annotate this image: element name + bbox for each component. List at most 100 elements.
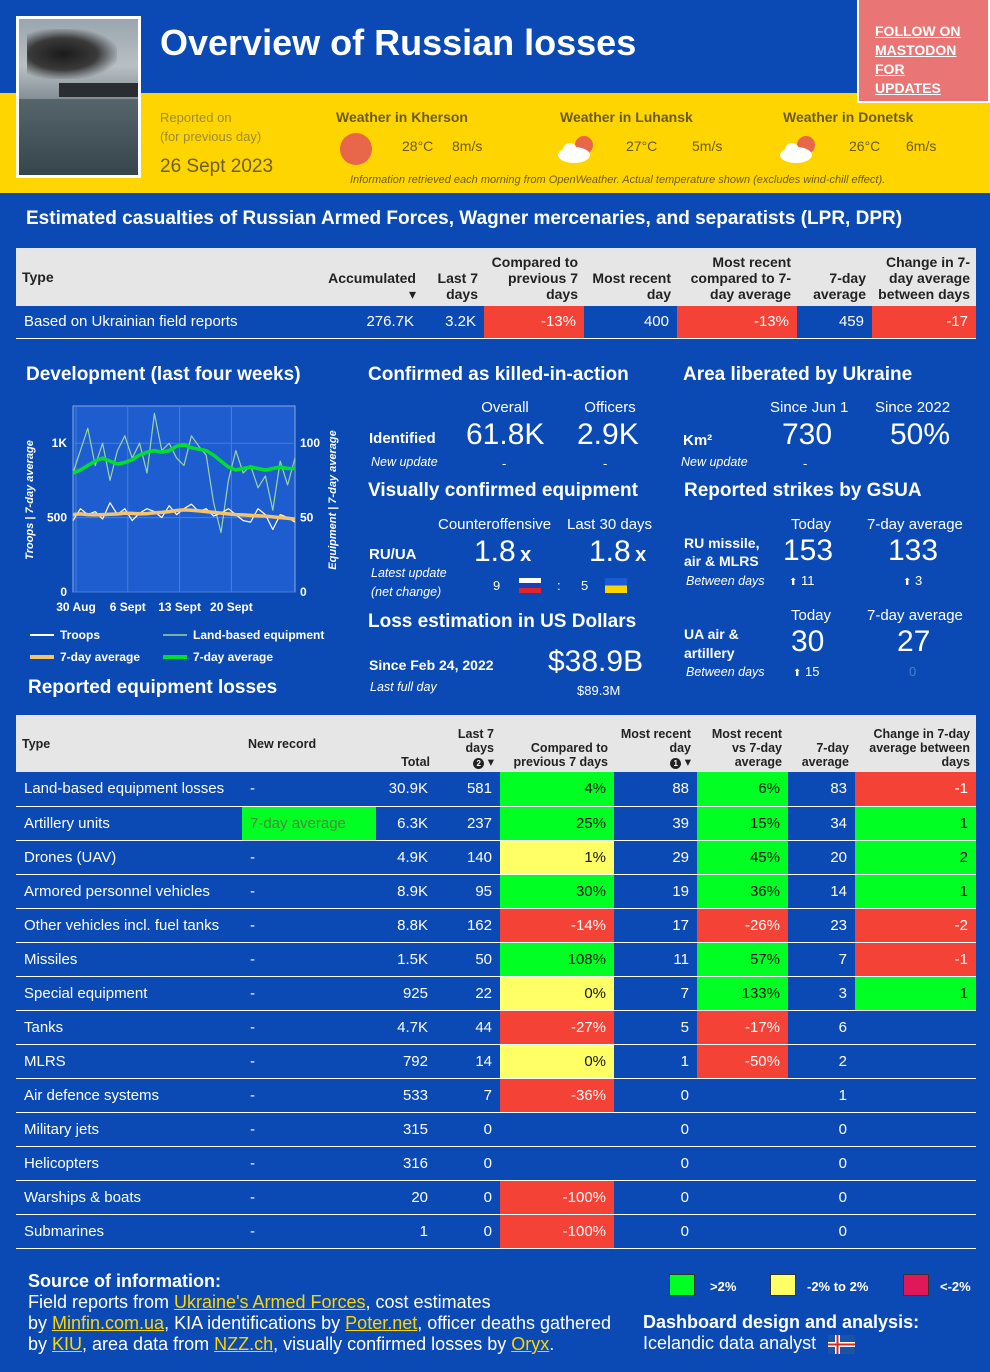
follow-line-2[interactable]: MASTODON — [875, 42, 957, 58]
col-change-avg[interactable]: Change in 7-day average between days — [872, 248, 976, 306]
y-right-tick-label: 0 — [300, 585, 307, 599]
legend-swatch-pink — [903, 1274, 929, 1296]
cell-last7: 95 — [436, 874, 500, 909]
col-recent[interactable]: Most recent day — [584, 248, 677, 306]
col-accumulated[interactable]: Accumulated ▾ — [298, 248, 422, 306]
weather-note: Information retrieved each morning from … — [350, 174, 886, 186]
cell-recent-vs-avg — [697, 1112, 788, 1147]
source-link-oryx[interactable]: Oryx — [511, 1334, 550, 1354]
cost-heading: Loss estimation in US Dollars — [368, 611, 637, 632]
col-recent-vs-avg[interactable]: Most recent vs 7-day average — [697, 715, 788, 772]
source-link-minfin[interactable]: Minfin.com.ua — [52, 1313, 165, 1333]
cell-recent: 19 — [614, 874, 697, 909]
cell-change-avg: 2 — [855, 840, 976, 875]
visual-label: RU/UA — [369, 546, 417, 563]
col-7day-avg[interactable]: 7-day average — [797, 248, 872, 306]
cell: -13% — [677, 306, 797, 339]
weather-band — [0, 93, 990, 193]
y-left-tick-label: 500 — [47, 511, 67, 525]
col-recent[interactable]: Most recent day 1 ▾ — [614, 715, 697, 772]
kia-officers: 2.9K — [577, 418, 639, 451]
col-recent-vs-avg[interactable]: Most recent compared to 7-day average — [677, 248, 797, 306]
visual-30day-ratio: 1.8 — [589, 535, 631, 568]
cell-change-avg: 1 — [855, 806, 976, 841]
table-row: MLRS -792 14 0% 1 -50% 2 — [16, 1044, 976, 1079]
col-last7[interactable]: Last 7 days 2 ▾ — [436, 715, 500, 772]
col-7day-avg[interactable]: 7-day average — [788, 715, 855, 772]
cell-new-record: - — [242, 976, 376, 1011]
x-tick-label: 30 Aug — [56, 600, 96, 614]
cell-type: Military jets — [16, 1112, 242, 1147]
source-text: , cost estimates — [365, 1292, 491, 1312]
cell-total: 30.9K — [376, 772, 436, 807]
cell-recent-vs-avg: 6% — [697, 772, 788, 807]
cost-last-day: $89.3M — [577, 683, 621, 698]
cell-compared: -27% — [500, 1010, 614, 1045]
col-compared[interactable]: Compared to previous 7 days — [484, 248, 584, 306]
plot-area — [72, 405, 296, 593]
source-block: Source of information: Field reports fro… — [28, 1271, 628, 1355]
cell-recent-vs-avg: 36% — [697, 874, 788, 909]
cell-change-avg — [855, 1010, 976, 1045]
visual-ua-change: 5 — [581, 578, 589, 593]
x-tick-label: 6 Sept — [110, 600, 146, 614]
strikes-ua-delta-today: 15 — [805, 664, 820, 679]
table-row: Based on Ukrainian field reports 276.7K … — [16, 306, 976, 339]
cell-compared: -14% — [500, 908, 614, 943]
col-type[interactable]: Type — [16, 248, 298, 306]
source-link-poter[interactable]: Poter.net — [345, 1313, 418, 1333]
cell-recent: 0 — [614, 1180, 697, 1215]
table-row: Submarines -1 0 -100% 0 0 — [16, 1214, 976, 1249]
visual-col-30days: Last 30 days — [567, 516, 653, 533]
mastodon-follow-link[interactable]: FOLLOW ON MASTODON FOR UPDATES — [857, 0, 990, 103]
cell-7day-avg: 2 — [788, 1044, 855, 1079]
source-link-armed-forces[interactable]: Ukraine's Armed Forces — [174, 1292, 366, 1312]
cell-7day-avg: 0 — [788, 1112, 855, 1147]
strikes-ru-delta-avg: 3 — [915, 573, 923, 588]
cell-recent-vs-avg — [697, 1146, 788, 1181]
cell-last7: 7 — [436, 1078, 500, 1113]
col-compared[interactable]: Compared to previous 7 days — [500, 715, 614, 772]
col-new-record[interactable]: New record — [242, 715, 376, 772]
strikes-ua-avg: 27 — [897, 625, 931, 658]
source-link-kiu[interactable]: KIU — [52, 1334, 83, 1354]
col-last7[interactable]: Last 7 days — [422, 248, 484, 306]
cell-recent: 0 — [614, 1146, 697, 1181]
table-row: Artillery units 7-day average 6.3K 237 25% 39… — [16, 806, 976, 841]
col-change-avg[interactable]: Change in 7-day average between days — [855, 715, 976, 772]
strikes-ua-delta-avg: 0 — [909, 664, 917, 679]
cell-compared: 0% — [500, 1044, 614, 1079]
strikes-ua-label1: UA air & — [684, 626, 739, 642]
col-type[interactable]: Type — [16, 715, 242, 772]
cell-new-record: - — [242, 1010, 376, 1045]
cost-sub: Last full day — [370, 680, 437, 694]
source-link-nzz[interactable]: NZZ.ch — [214, 1334, 274, 1354]
kia-heading: Confirmed as killed-in-action — [368, 364, 629, 385]
strikes-col-avg-2: 7-day average — [867, 607, 963, 624]
reported-on-label: Reported on — [160, 110, 232, 125]
follow-line-3[interactable]: FOR UPDATES — [875, 61, 941, 96]
casualties-table: Type Accumulated ▾ Last 7 days Compared t… — [16, 248, 976, 339]
table-row: Land-based equipment losses -30.9K 581 4% 88… — [16, 772, 976, 807]
weather-luhansk-title: Weather in Luhansk — [560, 109, 693, 125]
partly-cloudy-icon — [780, 136, 815, 163]
cell-recent-vs-avg: -26% — [697, 908, 788, 943]
table-row: Armored personnel vehicles -8.9K 95 30% 19 36… — [16, 874, 976, 909]
cell-recent-vs-avg — [697, 1180, 788, 1215]
cell-new-record: - — [242, 1078, 376, 1113]
follow-line-1[interactable]: FOLLOW ON — [875, 23, 961, 39]
cell-last7: 50 — [436, 942, 500, 977]
kia-col-overall: Overall — [481, 399, 529, 416]
area-since-2022: 50% — [890, 418, 951, 451]
iceland-flag-icon — [828, 1335, 855, 1354]
up-arrow-icon: ⬆ — [793, 668, 802, 679]
cell-new-record: 7-day average — [242, 806, 376, 841]
legend-swatch-yellow — [770, 1274, 796, 1296]
col-total[interactable]: Total — [376, 715, 436, 772]
cell-compared: -100% — [500, 1214, 614, 1249]
table-row: Military jets -315 0 0 0 — [16, 1112, 976, 1147]
cell-recent-vs-avg: 15% — [697, 806, 788, 841]
strikes-ru-label2: air & MLRS — [684, 553, 759, 569]
cell-7day-avg: 14 — [788, 874, 855, 909]
y-left-axis-label: Troops | 7-day average — [24, 440, 36, 560]
